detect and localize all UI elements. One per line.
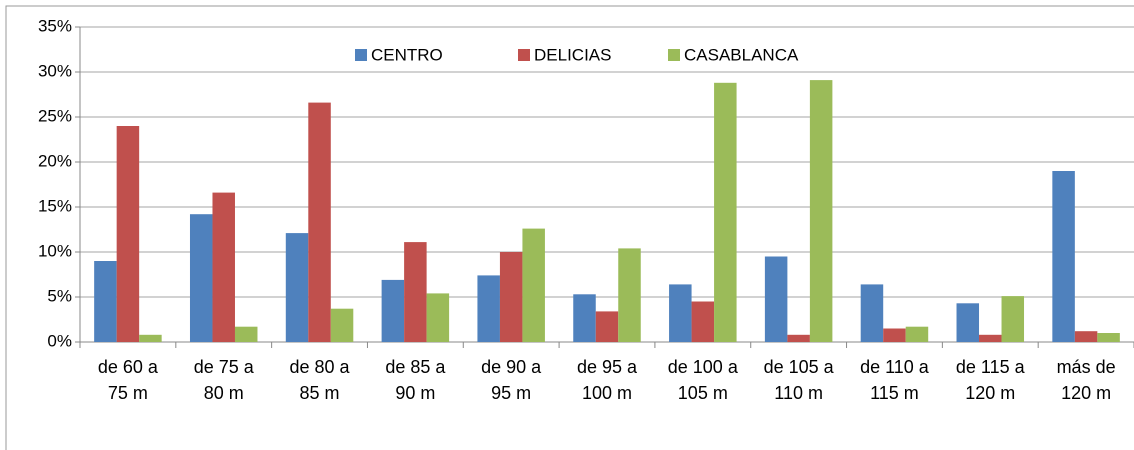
bar	[669, 284, 692, 342]
bar	[956, 303, 980, 342]
bar	[139, 334, 162, 342]
bar	[499, 252, 523, 342]
y-tick-label: 35%	[38, 16, 72, 35]
bar	[381, 279, 405, 342]
bar	[330, 308, 354, 342]
bar	[1097, 333, 1120, 342]
bar	[860, 284, 884, 342]
bar	[979, 334, 1002, 342]
bar	[308, 102, 331, 342]
bar	[1074, 331, 1098, 342]
legend-label: DELICIAS	[534, 45, 611, 64]
x-tick-label: de 80 a 85 m	[289, 357, 350, 403]
chart-frame	[5, 5, 1134, 450]
bar	[404, 242, 427, 342]
bar	[285, 233, 309, 342]
x-tick-label: de 115 a 120 m	[955, 357, 1025, 403]
bar	[787, 334, 810, 342]
x-tick-label: de 85 a 90 m	[385, 357, 446, 403]
y-tick-label: 25%	[38, 106, 72, 125]
x-tick-label: de 95 a 100 m	[576, 357, 638, 403]
y-tick-label: 0%	[47, 331, 72, 350]
legend-swatch	[668, 49, 680, 61]
bar	[618, 248, 641, 342]
y-tick-label: 5%	[47, 286, 72, 305]
bar	[595, 311, 619, 342]
bar	[714, 82, 737, 343]
y-tick-label: 30%	[38, 61, 72, 80]
bar	[573, 294, 596, 342]
bar	[1052, 171, 1075, 342]
bar	[234, 326, 258, 342]
bar	[477, 275, 500, 342]
bar	[809, 80, 833, 342]
x-tick-label: de 100 a 105 m	[667, 357, 738, 403]
y-tick-label: 15%	[38, 196, 72, 215]
legend-swatch	[355, 49, 367, 61]
x-tick-label: de 110 a 115 m	[860, 357, 929, 403]
bar	[94, 261, 117, 342]
x-tick-label: de 105 a 110 m	[763, 357, 834, 403]
x-tick-label: más de 120 m	[1056, 357, 1116, 403]
bar	[905, 326, 929, 342]
bar	[189, 214, 213, 342]
x-tick-label: de 75 a 80 m	[193, 357, 254, 403]
bar	[212, 192, 235, 342]
legend-label: CENTRO	[371, 45, 443, 64]
bar	[883, 328, 906, 342]
legend-label: CASABLANCA	[684, 45, 799, 64]
bar	[691, 301, 715, 342]
y-tick-label: 20%	[38, 151, 72, 170]
x-tick-label: de 60 a 75 m	[97, 357, 158, 403]
x-tick-label: de 90 a 95 m	[481, 357, 542, 403]
legend-swatch	[518, 49, 530, 61]
bar	[1001, 296, 1025, 342]
bar	[764, 256, 788, 342]
bar	[522, 228, 545, 342]
bar	[426, 293, 450, 342]
y-tick-label: 10%	[38, 241, 72, 260]
bar	[116, 126, 140, 342]
